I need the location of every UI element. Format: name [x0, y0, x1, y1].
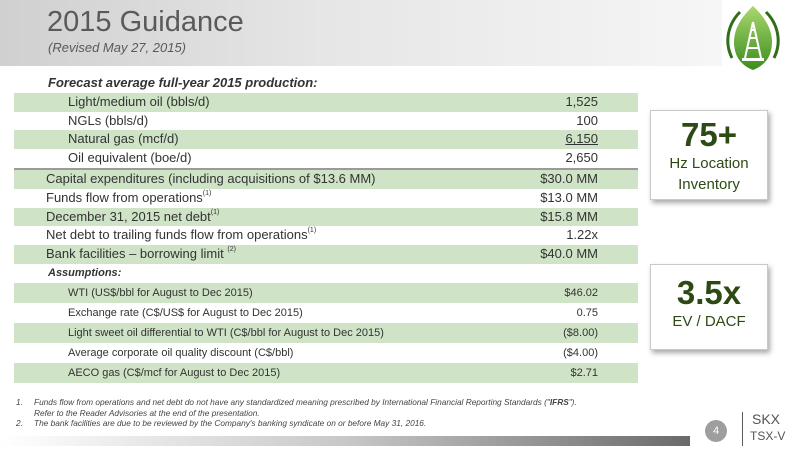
- row-label: December 31, 2015 net debt: [46, 208, 211, 224]
- row-label: Bank facilities – borrowing limit: [46, 246, 228, 262]
- page-subtitle: (Revised May 27, 2015): [48, 40, 187, 55]
- footnote-text-after: ").: [568, 397, 577, 407]
- footnotes: 1. Funds flow from operations and net de…: [16, 397, 656, 429]
- oil-derrick-leaf-logo-icon: [726, 6, 780, 70]
- callout-label-line2: Inventory: [678, 176, 740, 193]
- row-label-wrap: Funds flow from operations(1): [46, 189, 211, 208]
- row-label: Oil equivalent (boe/d): [68, 150, 192, 166]
- ticker-symbol: SKX: [752, 411, 781, 427]
- callout-figure: 3.5x: [676, 274, 742, 311]
- table-row: NGLs (bbls/d) 100: [14, 112, 638, 131]
- footnote-ref: (2): [227, 246, 236, 254]
- row-value: $46.02: [564, 286, 598, 299]
- row-label: Natural gas (mcf/d): [68, 131, 179, 147]
- row-value: $2.71: [570, 366, 598, 379]
- table-row: Light sweet oil differential to WTI (C$/…: [14, 322, 638, 343]
- footnote-number: 1.: [16, 397, 23, 407]
- callout-label: EV / DACF: [672, 313, 746, 330]
- production-heading-row: Forecast average full-year 2015 producti…: [14, 74, 638, 93]
- table-row: Light/medium oil (bbls/d) 1,525: [14, 92, 638, 112]
- footnote-text: The bank facilities are due to be review…: [34, 418, 427, 428]
- callout-label-line1: Hz Location: [669, 155, 749, 172]
- row-label-wrap: Net debt to trailing funds flow from ope…: [46, 226, 316, 245]
- row-label: Light sweet oil differential to WTI (C$/…: [68, 326, 384, 339]
- footnote-text: Funds flow from operations and net debt …: [34, 397, 550, 407]
- row-label: Net debt to trailing funds flow from ope…: [46, 227, 308, 243]
- footnote-ref: (1): [210, 208, 220, 216]
- exchange-label: TSX-V: [750, 429, 786, 443]
- row-value: 100: [576, 112, 598, 128]
- row-value: 6,150: [565, 131, 598, 147]
- callout-figure: 75+: [681, 116, 737, 153]
- footnote: 2. The bank facilities are due to be rev…: [16, 418, 656, 429]
- row-value: 1,525: [565, 93, 598, 109]
- table-row: WTI (US$/bbl for August to Dec 2015) $46…: [14, 282, 638, 303]
- row-value: 1.22x: [566, 227, 598, 243]
- table-row: Oil equivalent (boe/d) 2,650: [14, 149, 638, 168]
- page-number: 4: [705, 420, 727, 442]
- page-title: 2015 Guidance: [47, 6, 244, 38]
- footnote-bold: IFRS: [549, 397, 569, 407]
- table-row: AECO gas (C$/mcf for August to Dec 2015)…: [14, 362, 638, 383]
- assumptions-heading-row: Assumptions:: [14, 264, 638, 283]
- row-label: Exchange rate (C$/US$ for August to Dec …: [68, 306, 303, 319]
- row-value: $30.0 MM: [540, 170, 598, 186]
- table-row: December 31, 2015 net debt(1) $15.8 MM: [14, 207, 638, 227]
- footnote-text-line2: Refer to the Reader Advisories at the en…: [34, 407, 260, 418]
- row-label: Funds flow from operations: [46, 189, 203, 205]
- row-label: Light/medium oil (bbls/d): [68, 93, 210, 109]
- row-value: 0.75: [576, 306, 598, 319]
- footnote: 1. Funds flow from operations and net de…: [16, 397, 656, 418]
- table-row: Net debt to trailing funds flow from ope…: [14, 226, 638, 245]
- table-row: Natural gas (mcf/d) 6,150: [14, 130, 638, 150]
- production-heading: Forecast average full-year 2015 producti…: [48, 75, 318, 90]
- assumptions-heading: Assumptions:: [48, 266, 122, 279]
- table-row: Exchange rate (C$/US$ for August to Dec …: [14, 303, 638, 323]
- table-row: Bank facilities – borrowing limit (2) $4…: [14, 245, 638, 264]
- row-label: AECO gas (C$/mcf for August to Dec 2015): [68, 366, 281, 379]
- footer-divider: [742, 412, 743, 446]
- row-value: ($4.00): [563, 346, 598, 359]
- footnote-ref: (1): [307, 227, 317, 235]
- footnote-ref: (1): [202, 189, 212, 197]
- row-value: $40.0 MM: [540, 246, 598, 262]
- row-value: 2,650: [565, 150, 598, 166]
- row-label: WTI (US$/bbl for August to Dec 2015): [68, 286, 253, 299]
- hz-location-callout: 75+ Hz Location Inventory: [650, 110, 768, 200]
- ev-dacf-callout: 3.5x EV / DACF: [650, 264, 768, 350]
- row-label: Average corporate oil quality discount (…: [68, 346, 294, 359]
- table-row: Funds flow from operations(1) $13.0 MM: [14, 189, 638, 208]
- footer-bar: [0, 436, 690, 446]
- row-label-wrap: Bank facilities – borrowing limit (2): [46, 245, 236, 264]
- footnote-number: 2.: [16, 418, 23, 428]
- assumptions-heading-text: Assumptions: [48, 266, 118, 279]
- table-row: Average corporate oil quality discount (…: [14, 343, 638, 363]
- row-value: $13.0 MM: [540, 189, 598, 205]
- header-band: [0, 0, 722, 66]
- row-label: Capital expenditures (including acquisit…: [46, 170, 376, 186]
- row-label: NGLs (bbls/d): [68, 112, 149, 128]
- row-label-wrap: December 31, 2015 net debt(1): [46, 208, 219, 227]
- guidance-table: Forecast average full-year 2015 producti…: [14, 74, 638, 383]
- table-row: Capital expenditures (including acquisit…: [14, 167, 638, 189]
- row-value: ($8.00): [563, 326, 598, 339]
- row-value: $15.8 MM: [540, 208, 598, 224]
